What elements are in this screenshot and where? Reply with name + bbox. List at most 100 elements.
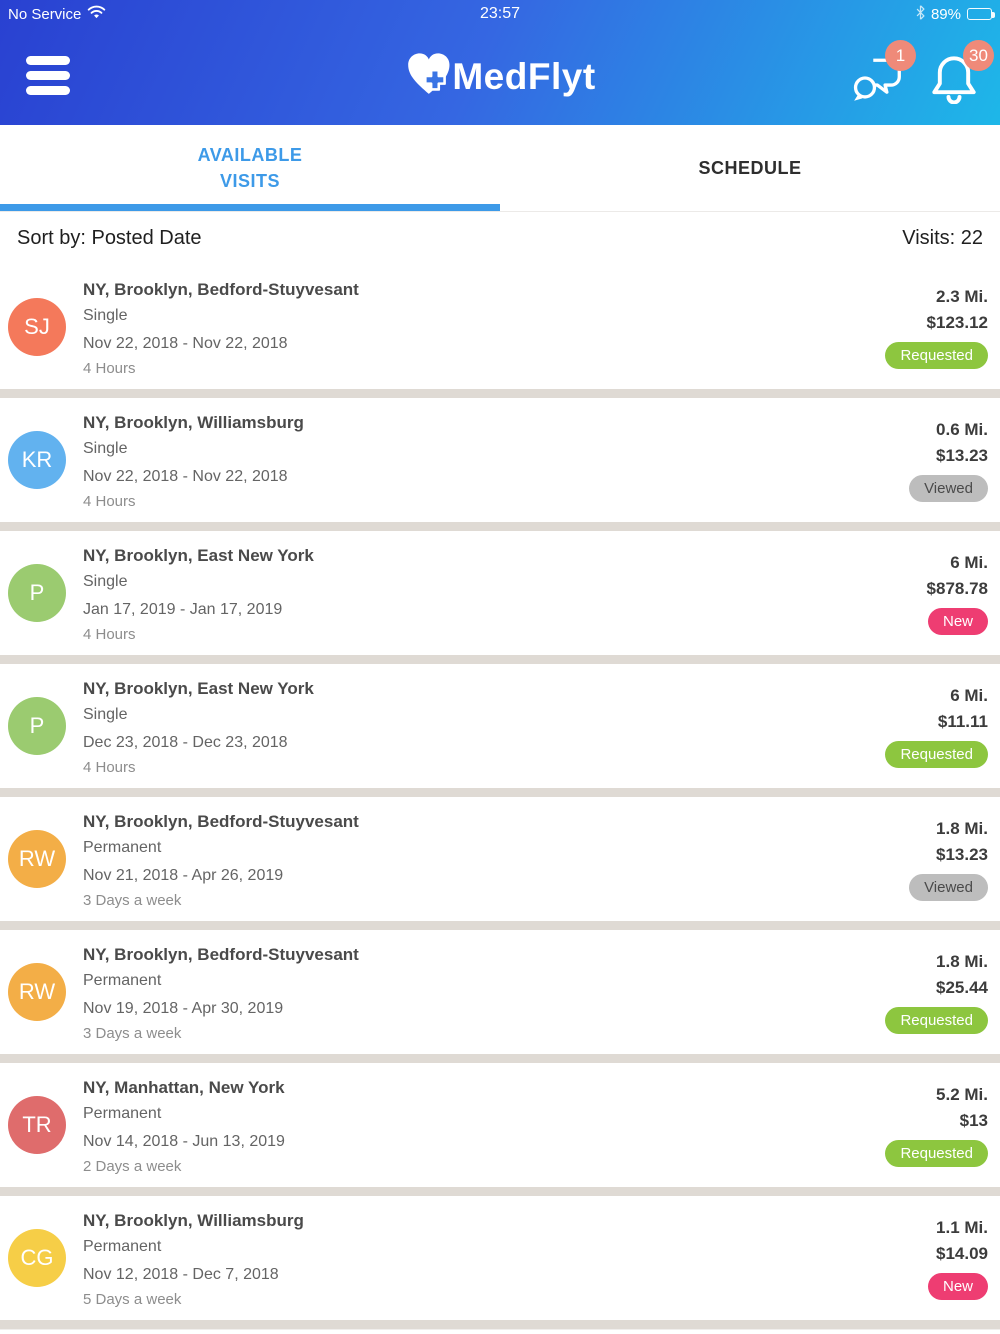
visit-duration: 4 Hours (83, 626, 136, 643)
visit-type: Single (83, 573, 128, 590)
visit-duration: 3 Days a week (83, 1025, 182, 1042)
avatar: SJ (8, 298, 66, 356)
visit-location: NY, Brooklyn, Bedford-Stuyvesant (83, 280, 359, 299)
app-header: MedFlyt 1 (0, 28, 1000, 125)
visit-type: Permanent (83, 839, 162, 856)
visit-location: NY, Brooklyn, East New York (83, 679, 314, 698)
app-name: MedFlyt (452, 55, 596, 97)
avatar: P (8, 697, 66, 755)
avatar: TR (8, 1096, 66, 1154)
visit-dates: Nov 19, 2018 - Apr 30, 2019 (83, 1000, 284, 1017)
visit-location: NY, Brooklyn, Williamsburg (83, 413, 304, 432)
avatar: RW (8, 830, 66, 888)
avatar: RW (8, 963, 66, 1021)
visit-price: $878.78 (926, 579, 988, 598)
visit-location: NY, Manhattan, New York (83, 1078, 285, 1097)
bluetooth-icon (916, 4, 925, 24)
chat-button[interactable]: 1 (852, 40, 916, 104)
list-separator (0, 788, 1000, 797)
visit-distance: 1.8 Mi. (936, 952, 988, 971)
visit-duration: 4 Hours (83, 493, 136, 510)
status-badge: Requested (885, 342, 988, 369)
visit-distance: 6 Mi. (950, 686, 988, 705)
notifications-badge: 30 (963, 40, 994, 71)
visit-price: $11.11 (937, 712, 988, 731)
list-separator (0, 389, 1000, 398)
visit-card[interactable]: CG NY, Brooklyn, Williamsburg Permanent … (0, 1196, 1000, 1320)
visit-dates: Nov 12, 2018 - Dec 7, 2018 (83, 1266, 279, 1283)
heart-cross-icon (404, 49, 456, 104)
visit-type: Single (83, 706, 128, 723)
carrier-label: No Service (8, 5, 82, 23)
visit-card[interactable]: P NY, Brooklyn, East New York Single Dec… (0, 664, 1000, 788)
visit-card[interactable]: TR NY, Manhattan, New York Permanent Nov… (0, 1063, 1000, 1187)
visit-type: Single (83, 307, 128, 324)
visit-type: Permanent (83, 972, 162, 989)
avatar: KR (8, 431, 66, 489)
list-separator (0, 921, 1000, 930)
visit-dates: Nov 21, 2018 - Apr 26, 2019 (83, 867, 284, 884)
status-badge: New (927, 608, 988, 635)
status-badge: Requested (885, 1140, 988, 1167)
visit-list: SJ NY, Brooklyn, Bedford-Stuyvesant Sing… (0, 265, 1000, 1334)
visit-location: NY, Brooklyn, Bedford-Stuyvesant (83, 812, 359, 831)
active-tab-indicator (0, 204, 500, 211)
chat-icon (852, 58, 904, 108)
status-badge: New (927, 1273, 988, 1300)
visit-duration: 4 Hours (83, 360, 136, 377)
tab-schedule[interactable]: SCHEDULE (698, 157, 802, 178)
visit-distance: 0.6 Mi. (936, 420, 988, 439)
visits-count: Visits: 22 (902, 227, 983, 249)
visit-dates: Dec 23, 2018 - Dec 23, 2018 (83, 734, 288, 751)
visit-type: Single (83, 440, 128, 457)
visit-price: $123.12 (926, 313, 988, 332)
tab-bar: AVAILABLE VISITS SCHEDULE (0, 125, 1000, 212)
avatar: P (8, 564, 66, 622)
visit-distance: 5.2 Mi. (936, 1085, 988, 1104)
visit-dates: Nov 14, 2018 - Jun 13, 2019 (83, 1133, 285, 1150)
visit-card[interactable]: RW NY, Brooklyn, Bedford-Stuyvesant Perm… (0, 930, 1000, 1054)
notifications-button[interactable]: 30 (930, 40, 994, 105)
visit-price: $14.09 (936, 1244, 988, 1263)
menu-button[interactable] (26, 56, 70, 95)
app-logo: MedFlyt (404, 49, 595, 104)
visit-price: $25.44 (936, 978, 988, 997)
wifi-icon (87, 5, 106, 23)
list-separator (0, 655, 1000, 664)
top-gradient-block: No Service 23:57 89% (0, 0, 1000, 125)
visit-distance: 2.3 Mi. (936, 287, 988, 306)
status-badge: Viewed (909, 874, 988, 901)
list-separator (0, 1187, 1000, 1196)
clock: 23:57 (479, 5, 521, 22)
list-separator (0, 1320, 1000, 1329)
list-separator (0, 1054, 1000, 1063)
visit-dates: Jan 17, 2019 - Jan 17, 2019 (83, 601, 283, 618)
sort-bar: Sort by: Posted Date Visits: 22 (0, 212, 1000, 265)
sort-by-control[interactable]: Sort by: Posted Date (17, 227, 202, 249)
visit-dates: Nov 22, 2018 - Nov 22, 2018 (83, 335, 288, 352)
visit-type: Permanent (83, 1105, 162, 1122)
visit-card[interactable]: RW NY, Brooklyn, Bedford-Stuyvesant Perm… (0, 797, 1000, 921)
next-card-partial (0, 1329, 1000, 1334)
chat-badge: 1 (885, 40, 916, 71)
battery-icon (967, 8, 995, 20)
visit-location: NY, Brooklyn, Williamsburg (83, 1211, 304, 1230)
visit-card[interactable]: SJ NY, Brooklyn, Bedford-Stuyvesant Sing… (0, 265, 1000, 389)
visit-duration: 4 Hours (83, 759, 136, 776)
visit-card[interactable]: P NY, Brooklyn, East New York Single Jan… (0, 531, 1000, 655)
visit-location: NY, Brooklyn, East New York (83, 546, 314, 565)
avatar: CG (8, 1229, 66, 1287)
battery-percent-label: 89% (930, 5, 961, 23)
tab-available-visits[interactable]: AVAILABLE VISITS (197, 144, 303, 191)
visit-type: Permanent (83, 1238, 162, 1255)
bell-icon (930, 56, 978, 108)
visit-distance: 6 Mi. (950, 553, 988, 572)
visit-dates: Nov 22, 2018 - Nov 22, 2018 (83, 468, 288, 485)
visit-duration: 2 Days a week (83, 1158, 182, 1175)
status-badge: Viewed (909, 475, 988, 502)
visit-price: $13 (959, 1111, 988, 1130)
visit-card[interactable]: KR NY, Brooklyn, Williamsburg Single Nov… (0, 398, 1000, 522)
list-separator (0, 522, 1000, 531)
status-bar: No Service 23:57 89% (0, 0, 1000, 28)
status-badge: Requested (885, 1007, 988, 1034)
